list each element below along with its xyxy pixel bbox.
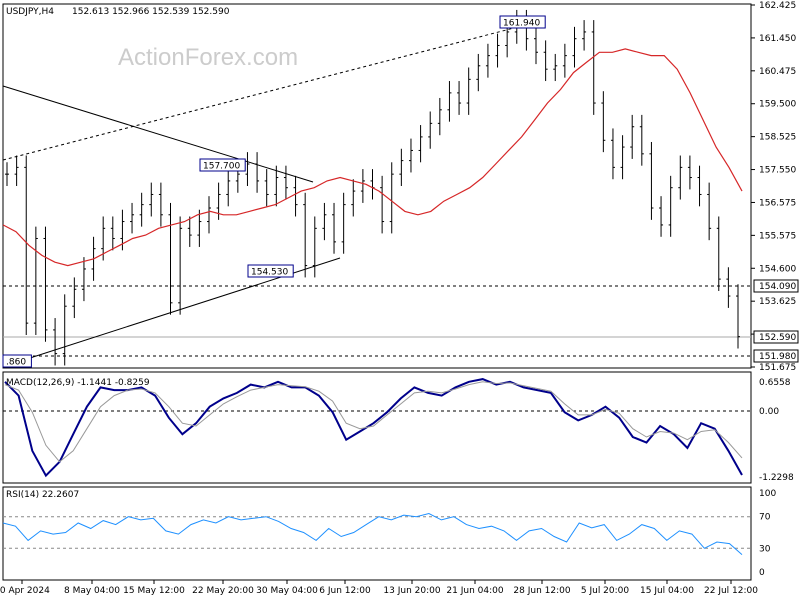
rsi-title: RSI(14) 22.2607 [6,490,79,500]
x-tick-label: 6 Jun 12:00 [319,586,371,596]
price-annotation-box [247,264,294,278]
x-tick-label: 15 Jul 04:00 [640,586,694,596]
watermark: ActionForex.com [118,44,298,71]
price-label-low: 154.090 [759,282,796,292]
price-annotation-label: 154.530 [251,268,288,278]
price-label-box [753,330,799,344]
rsi-tick-label: 70 [759,513,771,523]
macd-signal-line [4,381,743,463]
price-tick-label: 160.475 [759,67,796,77]
x-tick-label: 8 May 04:00 [64,586,120,596]
price-tick-label: 155.575 [759,231,796,241]
x-tick-label: 30 Apr 2024 [0,586,50,596]
price-annotation-label: 157.700 [203,162,240,172]
price-tick-label: 153.625 [759,297,796,307]
x-tick-label: 22 May 20:00 [192,586,254,596]
price-label-last: 152.590 [759,333,796,343]
panel-frame [2,3,752,369]
price-tick-label: 157.550 [759,166,796,176]
x-tick-label: 21 Jun 04:00 [446,586,503,596]
rsi-tick-label: 30 [759,544,771,554]
x-tick-label: 30 May 04:00 [256,586,318,596]
panel-frame [2,486,752,581]
macd-title: MACD(12,26,9) -1.1441 -0.8259 [6,378,150,388]
header-ohlc: 152.613 152.966 152.539 152.590 [72,7,230,17]
rsi-tick-label: 0 [759,568,765,578]
price-annotation-box [2,354,32,368]
price-annotation-box [199,158,246,172]
x-tick-label: 5 Jul 20:00 [581,586,630,596]
price-tick-label: 159.500 [759,100,796,110]
macd-tick-label: 0.00 [759,407,779,417]
price-annotation-label: 161.940 [503,19,540,29]
x-tick-label: 15 May 12:00 [123,586,185,596]
channel-dashed-trendline [2,19,546,161]
price-label-support: 151.980 [759,352,796,362]
price-tick-label: 158.525 [759,133,796,143]
x-tick-label: 13 Jun 20:00 [383,586,440,596]
rsi-line [2,512,743,555]
price-tick-label: 162.425 [759,1,796,11]
resistance-trendline [2,85,314,183]
price-label-box [753,279,799,293]
price-annotation-box [499,15,546,29]
price-tick-label: 156.575 [759,198,796,208]
price-tick-label: 151.675 [759,363,796,373]
macd-tick-label: 0.6558 [759,378,791,388]
price-tick-label: 154.600 [759,264,796,274]
moving-average-line [2,48,743,267]
price-label-box [753,349,799,363]
rsi-tick-label: 100 [759,489,776,499]
macd-tick-label: -1.2298 [759,473,794,483]
price-tick-label: 161.450 [759,34,796,44]
x-tick-label: 22 Jul 12:00 [704,586,758,596]
header-symbol: USDJPY,H4 [6,7,54,17]
panel-frame [2,371,752,484]
price-annotation-label: .860 [6,358,26,368]
x-tick-label: 28 Jun 12:00 [513,586,570,596]
